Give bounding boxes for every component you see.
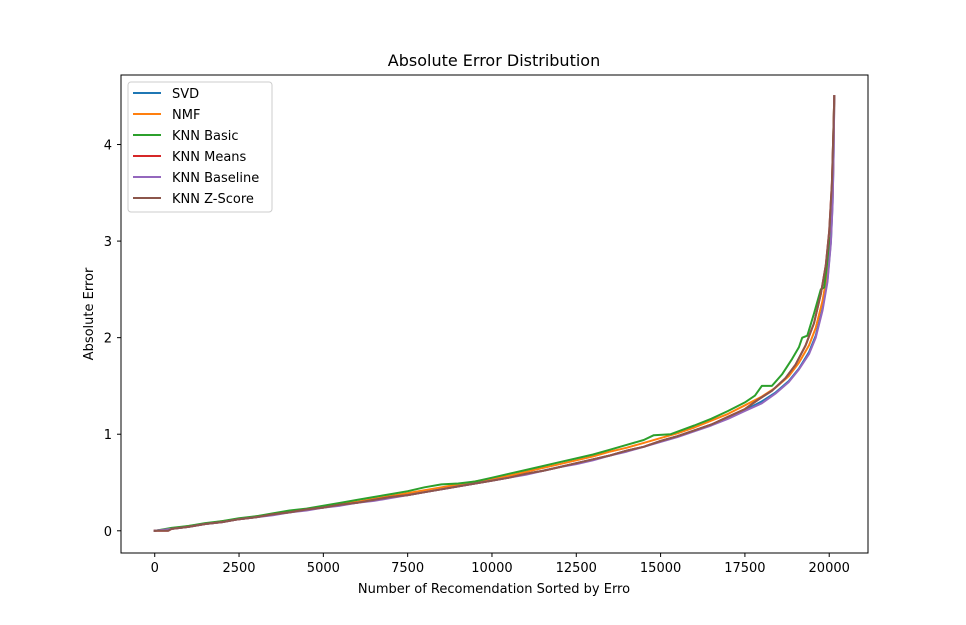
series-line-knn-basic [153, 95, 836, 532]
legend: SVD NMF KNN Basic KNN Means KNN Baseline KNN … [127, 81, 273, 213]
legend-items: SVD NMF KNN Basic KNN Means KNN Baseline KNN … [133, 87, 259, 207]
x-tick-label: 10000 [471, 561, 512, 576]
series-layer [153, 95, 836, 532]
legend-label-knn-z-score: KNN Z-Score [172, 192, 254, 207]
plot-area [120, 74, 869, 554]
y-tick-label: 0 [104, 525, 112, 540]
y-tick-label: 2 [104, 332, 112, 347]
legend-label-knn-baseline: KNN Baseline [172, 171, 259, 186]
x-axis-ticks: 0 2500 5000 7500 10000 12500 15000 17500 20000 [151, 553, 850, 576]
series-line-knn-z-score [153, 95, 836, 532]
legend-label-knn-means: KNN Means [172, 150, 247, 165]
y-tick-label: 3 [104, 235, 112, 250]
x-tick-label: 0 [151, 561, 159, 576]
x-tick-label: 17500 [724, 561, 765, 576]
x-tick-label: 12500 [556, 561, 597, 576]
legend-label-knn-basic: KNN Basic [172, 129, 239, 144]
legend-label-svd: SVD [172, 87, 199, 102]
y-tick-label: 1 [104, 428, 112, 443]
y-tick-label: 4 [104, 139, 112, 154]
y-axis-ticks: 0 1 2 3 4 [104, 139, 121, 540]
x-tick-label: 7500 [391, 561, 424, 576]
x-tick-label: 5000 [307, 561, 340, 576]
axes-frame [120, 74, 869, 554]
y-axis-label: Absolute Error [82, 267, 97, 360]
x-tick-label: 15000 [640, 561, 681, 576]
x-axis-label: Number of Recomendation Sorted by Erro [358, 582, 630, 597]
x-tick-label: 20000 [809, 561, 850, 576]
x-tick-label: 2500 [222, 561, 255, 576]
legend-box [127, 81, 273, 213]
chart-title: Absolute Error Distribution [388, 51, 600, 70]
legend-label-nmf: NMF [172, 108, 200, 123]
